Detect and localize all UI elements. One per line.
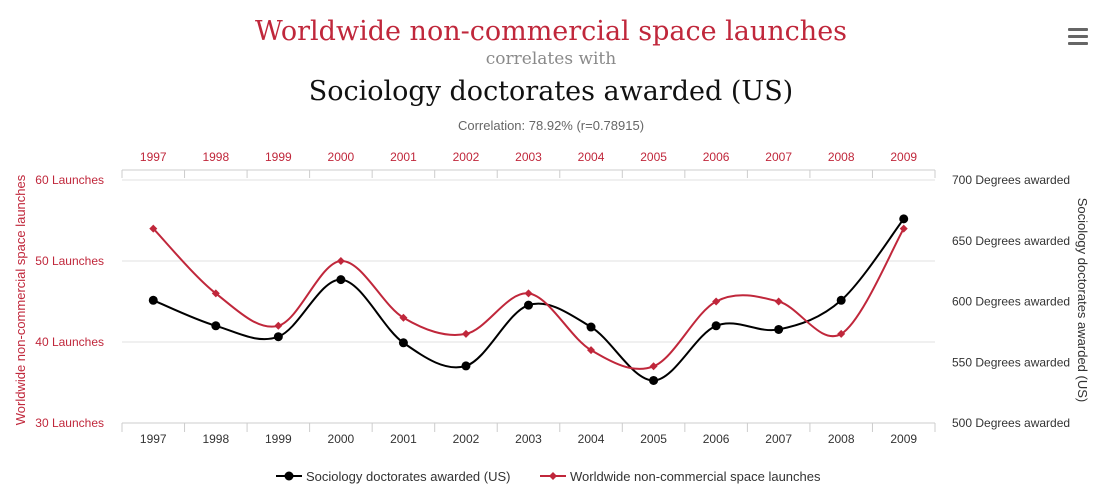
left-tick-label: 50 Launches [35,254,104,268]
right-tick-label: 650 Degrees awarded [952,234,1070,248]
chart-connector: correlates with [486,49,616,69]
menu-button[interactable] [1060,24,1096,52]
x-tick-label-top: 2007 [765,150,792,164]
series-layer [148,214,909,385]
left-tick-label: 60 Launches [35,173,104,187]
x-tick-label-bottom: 2006 [703,432,730,446]
x-tick-label-bottom: 2009 [890,432,917,446]
data-point [836,295,846,305]
data-point [712,297,721,306]
right-tick-label: 500 Degrees awarded [952,416,1070,430]
data-point [774,297,783,306]
data-point [336,275,346,285]
right-tick-label: 550 Degrees awarded [952,355,1070,369]
x-tick-label-top: 2006 [703,150,730,164]
grid-lines [122,179,935,343]
data-point [586,322,596,332]
series-1 [149,224,908,371]
data-point [837,329,846,338]
x-tick-label-bottom: 2002 [453,432,480,446]
legend-marker-0 [284,471,294,481]
legend-label-0: Sociology doctorates awarded (US) [306,469,511,484]
hamburger-menu-icon [1068,28,1088,45]
data-point [711,321,721,331]
data-point [899,214,909,224]
x-tick-label-bottom: 2008 [828,432,855,446]
series-0 [148,214,909,385]
data-point [587,346,596,355]
data-point [524,289,533,298]
chart-title: Worldwide non-commercial space launches [255,16,847,47]
data-point [899,224,908,233]
axes: 1997 1997 1998 1998 1999 1999 2000 2000 2001 2001… [35,150,1070,446]
x-tick-label-bottom: 2003 [515,432,542,446]
chart-subtitle: Sociology doctorates awarded (US) [309,76,793,107]
x-tick-label-top: 2008 [828,150,855,164]
x-tick-label-top: 2005 [640,150,667,164]
series-line-0 [152,218,905,382]
data-point [399,313,408,322]
x-tick-label-top: 1998 [202,150,229,164]
series-line-1 [152,227,905,370]
x-tick-label-bottom: 2000 [328,432,355,446]
x-tick-label-bottom: 2007 [765,432,792,446]
data-point [461,361,471,371]
right-tick-label: 700 Degrees awarded [952,173,1070,187]
data-point [398,338,408,348]
legend: Sociology doctorates awarded (US) Worldwi… [276,469,821,484]
correlation-text: Correlation: 78.92% (r=0.78915) [458,118,644,133]
data-point [649,362,658,371]
left-axis-title: Worldwide non-commercial space launches [13,174,28,425]
x-tick-label-top: 2003 [515,150,542,164]
x-tick-label-top: 2000 [328,150,355,164]
x-tick-label-top: 2002 [453,150,480,164]
data-point [148,295,158,305]
x-tick-label-bottom: 1999 [265,432,292,446]
legend-label-1: Worldwide non-commercial space launches [570,469,821,484]
data-point [524,300,533,310]
data-point [461,329,470,338]
data-point [649,375,659,385]
x-tick-label-top: 2004 [578,150,605,164]
data-point [274,321,283,330]
x-tick-label-bottom: 2005 [640,432,667,446]
x-tick-label-top: 2009 [890,150,917,164]
x-tick-label-top: 1999 [265,150,292,164]
left-tick-label: 40 Launches [35,335,104,349]
data-point [774,324,784,334]
data-point [149,224,158,233]
data-point [273,332,283,342]
x-tick-label-bottom: 1997 [140,432,167,446]
data-point [336,257,345,265]
data-point [211,289,220,298]
legend-marker-1 [549,472,557,480]
x-tick-label-bottom: 2001 [390,432,417,446]
right-axis-title: Sociology doctorates awarded (US) [1075,198,1090,403]
data-point [211,321,221,331]
left-tick-label: 30 Launches [35,416,104,430]
x-tick-label-bottom: 1998 [202,432,229,446]
x-tick-label-top: 2001 [390,150,417,164]
x-tick-label-top: 1997 [140,150,167,164]
x-tick-label-bottom: 2004 [578,432,605,446]
right-tick-label: 600 Degrees awarded [952,295,1070,309]
